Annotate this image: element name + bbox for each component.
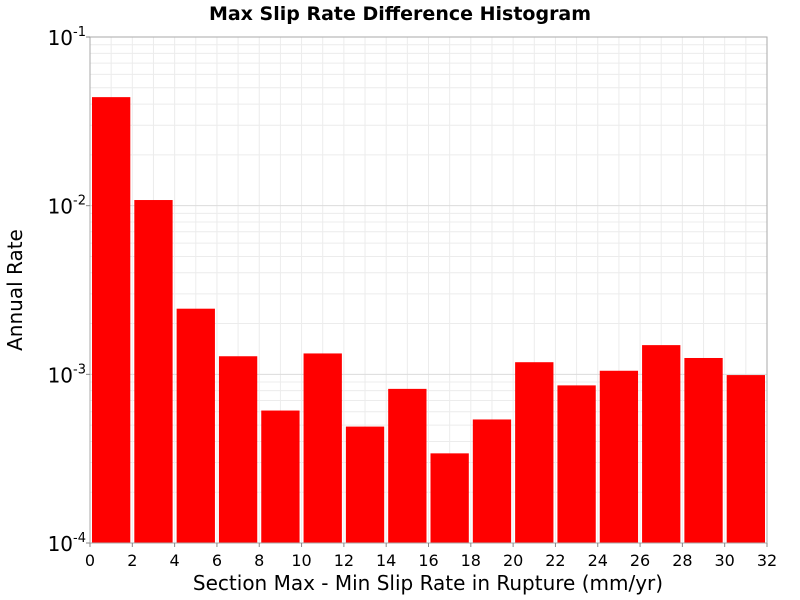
x-tick-label: 26 — [630, 551, 650, 570]
bar-14 — [684, 357, 723, 543]
x-tick-label: 22 — [545, 551, 565, 570]
bar-1 — [134, 200, 173, 544]
bar-7 — [388, 388, 427, 543]
bar-12 — [599, 370, 639, 543]
x-tick-label: 18 — [461, 551, 481, 570]
x-tick-label: 20 — [503, 551, 523, 570]
x-tick-label: 4 — [170, 551, 180, 570]
y-tick-label: 10-2 — [48, 194, 86, 219]
y-axis-ticks: 10-1 10-2 10-3 10-4 — [48, 25, 90, 556]
x-axis-ticks: 0 2 4 6 8 10 12 14 16 18 20 22 24 26 28 30 32 — [85, 543, 777, 570]
bar-13 — [642, 345, 681, 543]
x-tick-label: 2 — [127, 551, 137, 570]
x-tick-label: 6 — [212, 551, 222, 570]
y-axis-label: Annual Rate — [3, 229, 27, 351]
bar-9 — [472, 419, 512, 543]
y-tick-label: 10-1 — [48, 25, 86, 50]
bar-3 — [218, 356, 258, 543]
x-tick-label: 10 — [291, 551, 311, 570]
x-tick-label: 8 — [254, 551, 264, 570]
bar-0 — [92, 97, 131, 544]
bar-4 — [261, 410, 300, 543]
bar-2 — [176, 308, 215, 543]
bar-10 — [515, 362, 554, 543]
bar-8 — [430, 453, 469, 543]
x-tick-label: 28 — [672, 551, 692, 570]
x-tick-label: 24 — [588, 551, 608, 570]
x-tick-label: 14 — [376, 551, 396, 570]
bar-15 — [726, 375, 765, 543]
x-axis-label: Section Max - Min Slip Rate in Rupture (… — [193, 571, 663, 595]
chart-title: Max Slip Rate Difference Histogram — [209, 3, 591, 25]
bars — [92, 97, 765, 544]
bar-5 — [303, 353, 342, 543]
y-tick-label: 10-4 — [48, 531, 86, 556]
x-tick-label: 0 — [85, 551, 95, 570]
y-tick-label: 10-3 — [48, 362, 86, 387]
x-tick-label: 16 — [418, 551, 438, 570]
x-tick-label: 12 — [334, 551, 354, 570]
bar-6 — [345, 426, 385, 543]
x-tick-label: 32 — [757, 551, 777, 570]
x-tick-label: 30 — [715, 551, 735, 570]
bar-11 — [557, 385, 596, 543]
